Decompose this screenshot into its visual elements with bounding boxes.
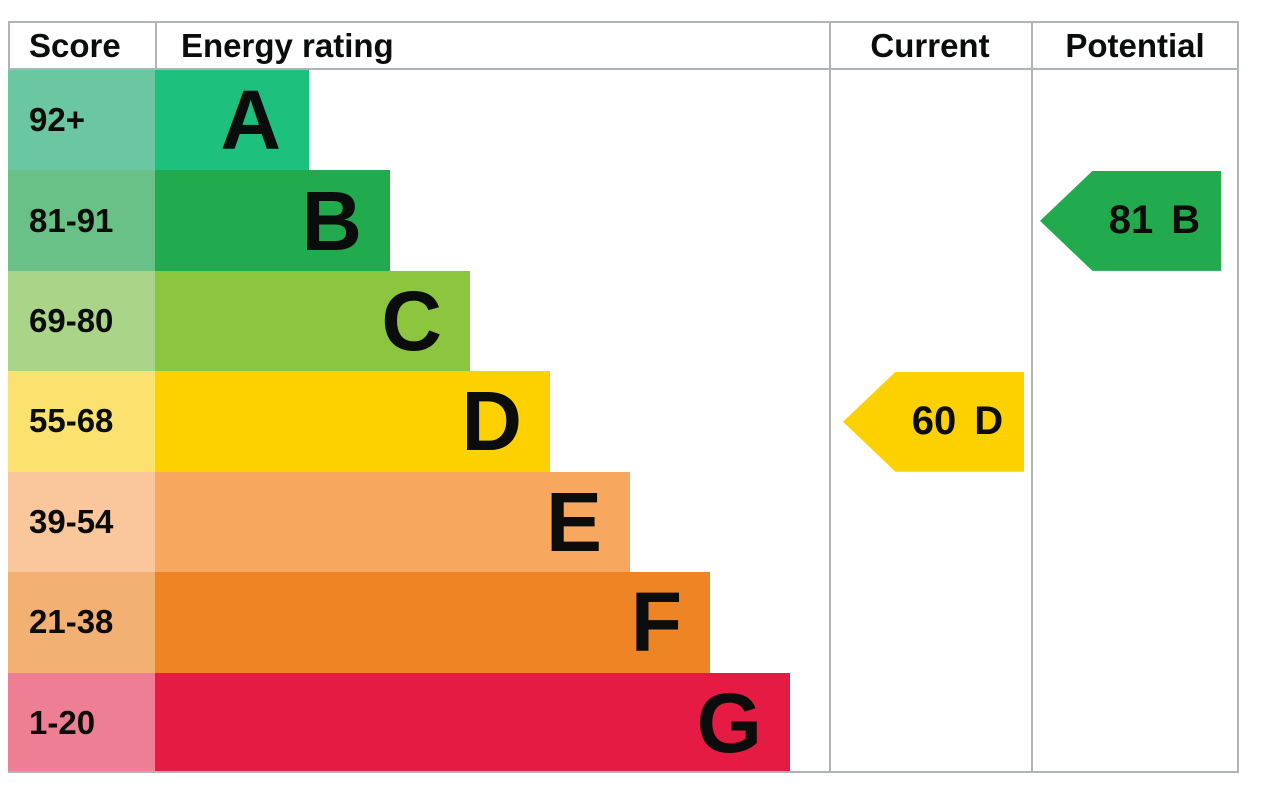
band-bar-g: G [155, 672, 790, 773]
current-rating-score: 60 [911, 399, 957, 444]
table-right-border [1237, 21, 1239, 773]
band-bar-d: D [155, 371, 550, 472]
band-bar-f: F [155, 572, 710, 673]
current-rating-letter: D [974, 399, 1004, 444]
score-range-b: 81-91 [8, 170, 155, 271]
epc-chart: Score Energy rating Current Potential 92… [8, 21, 1241, 773]
band-row-c: 69-80 C [8, 270, 829, 372]
score-range-g: 1-20 [8, 672, 155, 773]
potential-rating-letter: B [1171, 198, 1201, 243]
potential-rating-score: 81 [1108, 198, 1154, 243]
current-rating-text: 60 D [912, 399, 1003, 444]
rating-current-divider [829, 21, 831, 773]
score-range-f: 21-38 [8, 572, 155, 673]
score-range-c: 69-80 [8, 270, 155, 372]
current-column-header: Current [870, 26, 990, 64]
band-bar-b: B [155, 170, 390, 271]
header-bottom-border [8, 68, 1239, 70]
score-column-header: Score [29, 26, 121, 64]
band-row-b: 81-91 B [8, 170, 829, 271]
table-top-border [8, 21, 1239, 23]
energy-bands: 92+ A 81-91 B 69-80 C 55-68 D 39-54 E 21… [8, 70, 829, 773]
band-row-d: 55-68 D [8, 371, 829, 472]
score-range-a: 92+ [8, 70, 155, 171]
band-row-g: 1-20 G [8, 672, 829, 773]
current-rating-arrow: 60 D [843, 371, 1024, 472]
score-rating-divider [155, 21, 157, 70]
band-bar-a: A [155, 70, 309, 171]
chart-header-row: Score Energy rating Current Potential [8, 21, 1239, 70]
band-row-e: 39-54 E [8, 471, 829, 573]
band-bar-e: E [155, 471, 630, 573]
band-bar-c: C [155, 270, 470, 372]
current-potential-divider [1031, 21, 1033, 773]
band-row-a: 92+ A [8, 70, 829, 171]
potential-rating-arrow: 81 B [1040, 170, 1221, 271]
table-left-border [8, 21, 10, 70]
table-bottom-border [8, 771, 1239, 773]
score-range-d: 55-68 [8, 371, 155, 472]
band-row-f: 21-38 F [8, 572, 829, 673]
score-range-e: 39-54 [8, 471, 155, 573]
potential-column-header: Potential [1065, 26, 1205, 64]
potential-rating-text: 81 B [1109, 198, 1200, 243]
energy-rating-column-header: Energy rating [181, 26, 394, 64]
